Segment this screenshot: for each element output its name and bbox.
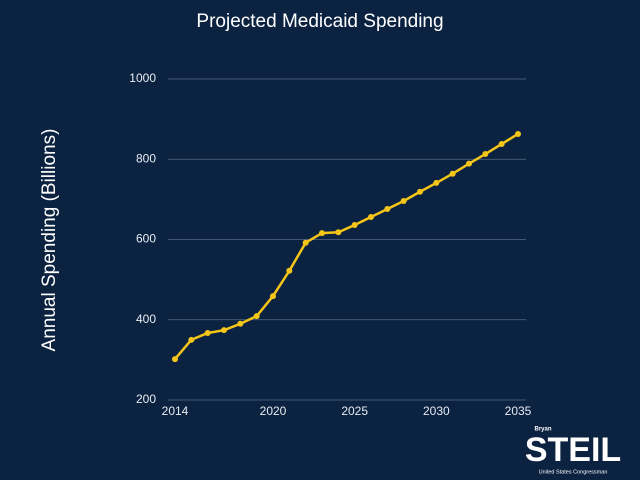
data-point	[302, 239, 309, 246]
data-point	[466, 160, 472, 167]
logo-subtitle: United States Congressman	[539, 469, 608, 475]
data-point	[172, 356, 178, 363]
data-point	[253, 313, 260, 320]
data-point	[417, 188, 423, 195]
data-point	[433, 179, 440, 186]
data-point	[515, 130, 521, 137]
logo-last-name: STEIL	[525, 431, 621, 469]
data-point	[286, 267, 293, 274]
data-point	[482, 151, 489, 158]
data-point	[319, 230, 325, 237]
data-point	[384, 206, 391, 213]
x-tick-label: 2030	[423, 404, 450, 418]
y-tick-label: 800	[136, 151, 156, 165]
x-tick-label: 2020	[260, 404, 287, 418]
x-tick-label: 2035	[505, 404, 532, 418]
data-line	[174, 132, 519, 360]
data-point	[400, 197, 407, 204]
data-point	[237, 320, 244, 327]
data-point	[188, 336, 195, 343]
y-tick-label: 400	[136, 312, 156, 326]
y-tick-label: 600	[136, 232, 156, 246]
data-point	[368, 214, 374, 221]
x-tick-label: 2025	[341, 404, 368, 418]
y-tick-label: 200	[136, 392, 156, 406]
x-tick-label: 2014	[162, 404, 189, 418]
logo-first-name: Bryan	[534, 427, 551, 433]
logo: Bryan STEIL United States Congressman	[525, 427, 621, 476]
y-axis-label: Annual Spending (Billions)	[39, 129, 60, 352]
chart-title: Projected Medicaid Spending	[196, 11, 443, 32]
data-point	[221, 327, 227, 334]
y-tick-label: 1000	[129, 71, 156, 85]
data-point	[335, 229, 342, 236]
data-point	[498, 141, 505, 148]
data-point	[449, 170, 456, 177]
data-point	[270, 293, 276, 300]
data-point	[204, 329, 211, 336]
data-point	[351, 222, 358, 229]
